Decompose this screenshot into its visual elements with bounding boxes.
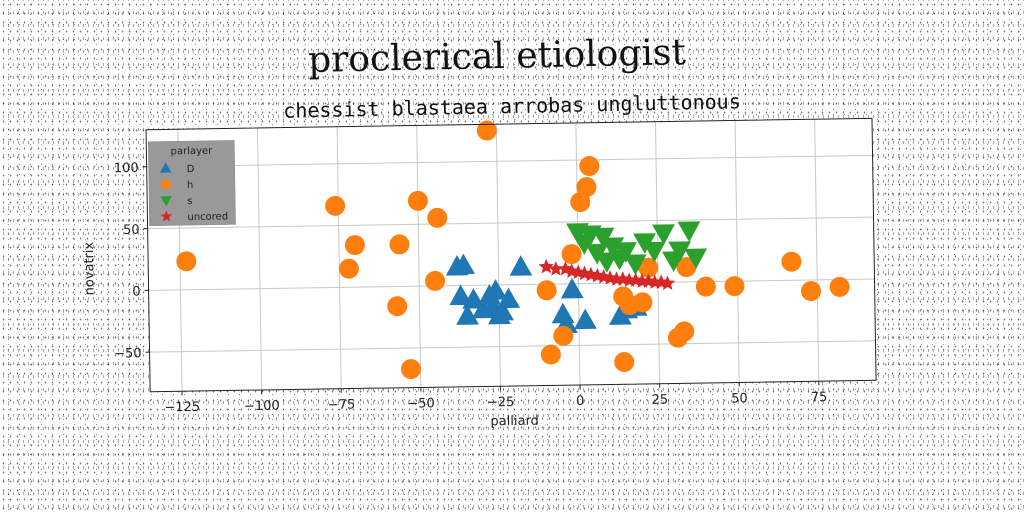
data-point-h (540, 344, 561, 365)
x-grid-line (256, 127, 263, 390)
x-grid-line (814, 119, 820, 382)
data-point-D (456, 304, 479, 325)
data-point-h (427, 207, 448, 228)
data-point-D (449, 284, 473, 306)
y-tick-label: −50 (114, 346, 142, 361)
data-point-s (668, 241, 692, 262)
data-point-h (614, 352, 635, 373)
x-tick-label: 0 (576, 394, 585, 409)
data-point-h (561, 244, 582, 265)
legend-marker-uncored (160, 210, 173, 222)
data-point-h (387, 296, 408, 317)
x-tick-label: 25 (651, 393, 668, 408)
data-point-h (536, 280, 557, 301)
data-point-h (338, 258, 359, 279)
series-uncored (538, 258, 676, 291)
legend-label: s (187, 196, 192, 207)
x-tick-label: −100 (244, 399, 280, 415)
legend-marker-h (160, 179, 171, 190)
data-point-h (425, 270, 446, 291)
data-point-s (614, 242, 637, 263)
legend-box (148, 140, 236, 226)
data-marks (176, 120, 850, 380)
data-point-D (491, 300, 514, 321)
data-point-h (176, 251, 197, 272)
data-point-s (677, 221, 701, 242)
y-grid-line (146, 154, 873, 168)
data-point-D (484, 279, 508, 300)
x-grid-line (734, 120, 740, 383)
data-point-h (344, 235, 365, 256)
data-point-h (632, 292, 653, 313)
legend-label: uncored (187, 211, 228, 223)
data-point-D (560, 277, 584, 299)
x-tick-label: 75 (811, 390, 828, 405)
y-tick-label: 0 (132, 284, 141, 299)
data-point-s (652, 224, 675, 245)
y-tick-label: 100 (114, 161, 139, 176)
x-tick-label: −25 (487, 395, 515, 410)
x-tick-label: −75 (328, 397, 356, 412)
data-point-h (638, 257, 659, 278)
x-grid-line (495, 124, 501, 387)
data-point-h (579, 156, 600, 177)
data-point-h (676, 257, 697, 278)
data-point-D (497, 287, 521, 309)
plot-frame (145, 117, 877, 393)
x-grid-line (336, 126, 342, 389)
data-point-s (684, 248, 708, 270)
y-grid-line (147, 216, 874, 230)
data-point-uncored (548, 261, 564, 276)
y-grid-line (149, 340, 876, 353)
series-h (176, 120, 850, 380)
data-point-h (781, 251, 802, 272)
legend-marker-D (160, 162, 172, 173)
x-tick-label: −125 (164, 400, 200, 416)
data-point-h (674, 321, 695, 342)
y-axis-label: novatrix (82, 241, 98, 295)
data-point-h (829, 276, 850, 297)
series-D (445, 253, 648, 334)
data-point-D (509, 255, 533, 276)
grid (146, 119, 876, 392)
y-tick-label: 50 (123, 223, 140, 238)
data-point-uncored (659, 275, 676, 291)
legend-label: h (187, 180, 194, 191)
x-tick-label: −50 (407, 396, 435, 411)
legend-label: D (187, 164, 195, 175)
data-point-s (642, 241, 666, 263)
x-axis-label: palliard (490, 414, 539, 430)
data-point-D (452, 253, 476, 275)
data-point-h (576, 177, 597, 198)
chart-title: proclerical etiologist (308, 32, 687, 81)
data-point-uncored (538, 258, 554, 274)
x-tick-label: 50 (731, 391, 748, 406)
chart-subtitle: chessist blastaea arrobas ungluttonous (283, 89, 741, 123)
data-point-h (800, 281, 821, 302)
data-point-h (476, 120, 497, 141)
data-point-D (574, 308, 597, 330)
data-point-h (695, 276, 716, 297)
data-point-h (325, 195, 346, 216)
legend-marker-s (160, 196, 172, 207)
data-point-h (389, 234, 410, 255)
plot-background (146, 118, 877, 392)
x-grid-line (416, 125, 422, 388)
plot-area: −125 −100 −75 −50 −25 0 25 50 75 −50 0 50 100 pallia… (82, 117, 877, 430)
series-s (566, 221, 708, 275)
y-grid-line (148, 278, 875, 291)
data-point-s (623, 254, 647, 275)
data-point-h (400, 359, 421, 380)
data-point-h (724, 276, 745, 297)
data-point-h (407, 190, 428, 211)
data-point-h (553, 325, 574, 346)
legend: parlayer Dhs uncored (148, 140, 236, 226)
ticks: −125 −100 −75 −50 −25 0 25 50 75 −50 0 50 100 (114, 161, 828, 416)
legend-title: parlayer (170, 146, 213, 158)
